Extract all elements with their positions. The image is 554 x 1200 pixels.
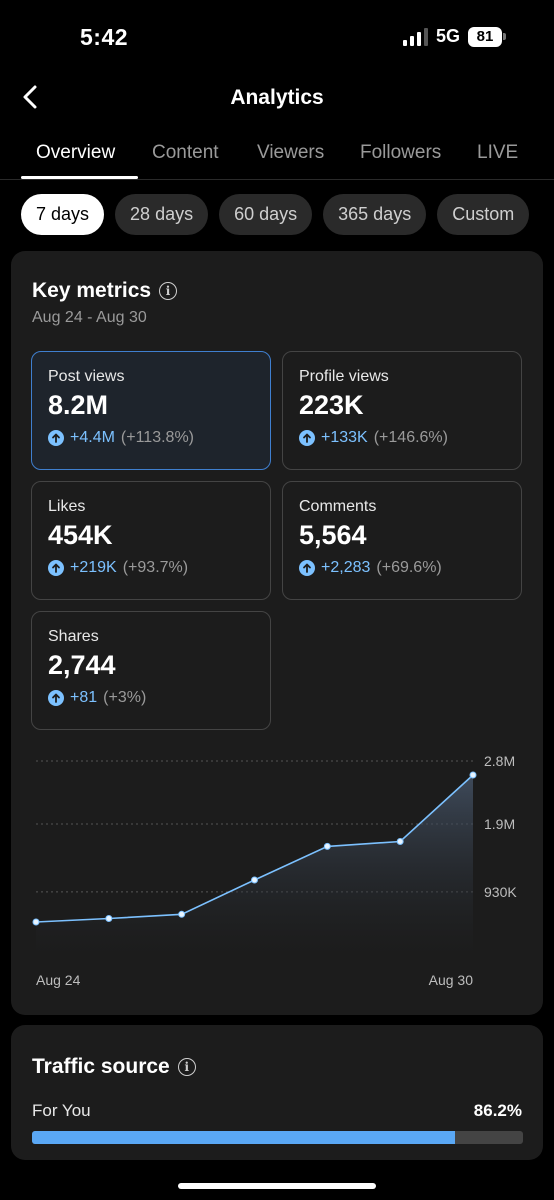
series-area	[36, 775, 473, 957]
signal-icon	[402, 27, 428, 46]
metric-value: 454K	[48, 520, 113, 550]
key-metrics-title: Key metrics	[32, 279, 152, 302]
y-tick-label: 930K	[484, 884, 517, 900]
traffic-percent: 86.2%	[473, 1101, 522, 1120]
tab-active-indicator	[21, 176, 138, 179]
metric-change: +2,283 (+69.6%)	[299, 559, 505, 577]
metric-change: +4.4M (+113.8%)	[48, 429, 254, 447]
key-metrics-heading: Key metrics i	[32, 279, 178, 303]
arrow-up-icon	[299, 560, 315, 576]
header: Analytics	[0, 72, 554, 124]
data-point[interactable]	[32, 918, 40, 926]
y-tick-label: 2.8M	[484, 753, 515, 769]
metric-value: 223K	[299, 390, 364, 420]
range-7-days[interactable]: 7 days	[21, 194, 105, 235]
metric-post-views[interactable]: Post views 8.2M +4.4M (+113.8%)	[31, 351, 271, 470]
metric-label: Shares	[48, 628, 99, 645]
range-365-days[interactable]: 365 days	[323, 194, 427, 235]
chevron-left-icon	[23, 85, 37, 109]
traffic-row-for-you: For You 86.2%	[32, 1101, 522, 1121]
key-metrics-card: Key metrics i Aug 24 - Aug 30 Post views…	[11, 251, 543, 1015]
data-point[interactable]	[178, 910, 186, 918]
metric-label: Profile views	[299, 368, 389, 385]
data-point[interactable]	[396, 838, 404, 845]
x-tick-label: Aug 24	[36, 972, 81, 988]
change-absolute: +219K	[70, 559, 117, 576]
y-tick-label: 1.9M	[484, 816, 515, 832]
change-percent: (+93.7%)	[122, 559, 189, 576]
metric-change: +219K (+93.7%)	[48, 559, 254, 577]
info-icon[interactable]: i	[159, 282, 178, 300]
info-icon[interactable]: i	[177, 1058, 196, 1076]
chart-svg: 2.8M 1.9M 930K Aug 24 Aug 30	[32, 753, 517, 988]
traffic-source-heading: Traffic source i	[32, 1055, 196, 1079]
traffic-source-title: Traffic source	[32, 1055, 170, 1078]
change-absolute: +4.4M	[70, 429, 115, 446]
tab-bar: Overview Content Viewers Followers LIVE	[0, 130, 554, 180]
metric-change: +81 (+3%)	[48, 689, 254, 707]
status-indicators: 5G 81	[402, 26, 506, 47]
change-percent: (+146.6%)	[373, 429, 448, 446]
data-point[interactable]	[469, 771, 477, 779]
battery-level: 81	[468, 26, 502, 47]
traffic-label: For You	[32, 1101, 91, 1120]
network-label: 5G	[435, 26, 460, 46]
battery-icon: 81	[468, 26, 506, 47]
metric-comments[interactable]: Comments 5,564 +2,283 (+69.6%)	[282, 481, 522, 600]
metric-value: 5,564	[299, 520, 367, 550]
change-percent: (+113.8%)	[120, 429, 194, 446]
metric-label: Comments	[299, 498, 377, 515]
tab-viewers[interactable]: Viewers	[257, 142, 325, 163]
change-percent: (+3%)	[103, 689, 147, 706]
tab-overview[interactable]: Overview	[36, 142, 116, 163]
metric-value: 2,744	[48, 650, 116, 680]
metric-profile-views[interactable]: Profile views 223K +133K (+146.6%)	[282, 351, 522, 470]
x-tick-label: Aug 30	[429, 972, 474, 988]
metric-change: +133K (+146.6%)	[299, 429, 505, 447]
date-range-selector: 7 days 28 days 60 days 365 days Custom	[21, 194, 530, 235]
metric-likes[interactable]: Likes 454K +219K (+93.7%)	[31, 481, 271, 600]
status-time: 5:42	[80, 24, 129, 50]
metric-label: Post views	[48, 368, 125, 385]
tab-content[interactable]: Content	[152, 142, 219, 163]
change-absolute: +81	[70, 689, 98, 706]
data-point[interactable]	[105, 915, 113, 922]
data-point[interactable]	[251, 876, 258, 884]
tab-live[interactable]: LIVE	[477, 142, 519, 163]
range-60-days[interactable]: 60 days	[219, 194, 313, 235]
change-percent: (+69.6%)	[376, 559, 442, 576]
data-point[interactable]	[323, 842, 331, 850]
traffic-bar-fill	[32, 1131, 456, 1144]
date-range-label: Aug 24 - Aug 30	[32, 309, 147, 326]
post-views-chart[interactable]: 2.8M 1.9M 930K Aug 24 Aug 30	[11, 751, 543, 1001]
home-indicator[interactable]	[178, 1183, 376, 1189]
metric-shares[interactable]: Shares 2,744 +81 (+3%)	[31, 611, 271, 730]
arrow-up-icon	[48, 560, 64, 576]
change-absolute: +133K	[321, 429, 368, 446]
tab-followers[interactable]: Followers	[360, 142, 442, 163]
arrow-up-icon	[48, 430, 64, 446]
range-28-days[interactable]: 28 days	[115, 194, 209, 235]
arrow-up-icon	[48, 690, 64, 706]
page-title: Analytics	[230, 86, 324, 109]
status-bar: 5:42 5G 81	[0, 0, 554, 70]
traffic-source-card: Traffic source i For You 86.2%	[11, 1025, 543, 1160]
range-custom[interactable]: Custom	[437, 194, 530, 235]
change-absolute: +2,283	[321, 559, 371, 576]
metric-value: 8.2M	[48, 390, 109, 420]
back-button[interactable]	[14, 80, 48, 114]
metric-label: Likes	[48, 498, 86, 515]
arrow-up-icon	[299, 430, 315, 446]
traffic-bar	[32, 1131, 523, 1144]
